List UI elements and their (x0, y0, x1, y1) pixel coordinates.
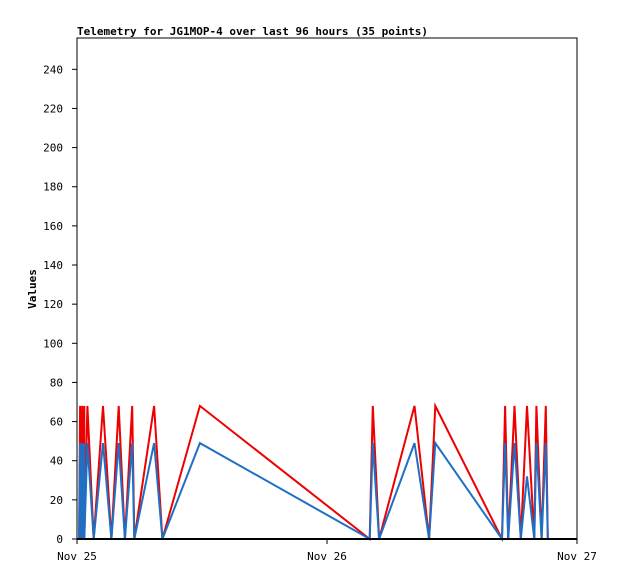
plot-frame (76, 37, 578, 540)
x-axis: Nov 25 Nov 26 Nov 27 (57, 539, 597, 563)
y-tick-label-3: 60 (50, 416, 63, 429)
x-tick-label-1: Nov 26 (307, 550, 347, 563)
series-line-0 (78, 402, 549, 542)
y-tick-label-2: 40 (50, 455, 63, 468)
y-tick-label-9: 180 (43, 181, 63, 194)
y-tick-label-4: 80 (50, 376, 63, 389)
x-tick-label-0: Nov 25 (57, 550, 97, 563)
y-axis-label: Values (26, 269, 39, 309)
series-layer (77, 402, 577, 543)
y-tick-label-11: 220 (43, 102, 63, 115)
y-tick-label-7: 140 (43, 259, 63, 272)
y-tick-label-0: 0 (56, 533, 63, 546)
series-line-1 (78, 440, 549, 543)
y-tick-label-5: 100 (43, 337, 63, 350)
chart-title: Telemetry for JG1MOP-4 over last 96 hour… (77, 25, 428, 38)
y-tick-label-8: 160 (43, 220, 63, 233)
y-tick-label-10: 200 (43, 142, 63, 155)
y-tick-label-1: 20 (50, 494, 63, 507)
y-tick-label-12: 240 (43, 63, 63, 76)
y-tick-label-6: 120 (43, 298, 63, 311)
y-axis: 0 20 40 60 80 100 120 140 160 180 200 220 240 (43, 63, 77, 546)
x-tick-label-2: Nov 27 (557, 550, 597, 563)
